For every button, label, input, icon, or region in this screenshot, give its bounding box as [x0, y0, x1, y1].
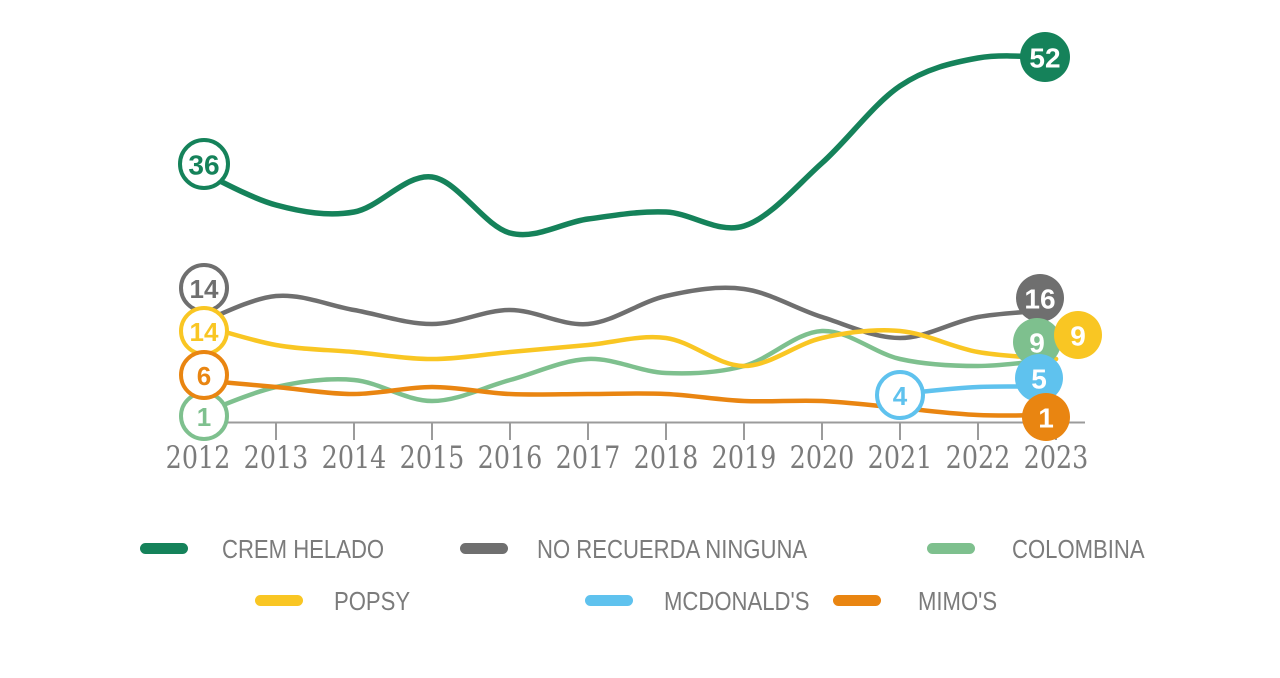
end-label-no-recuerda-ninguna-value: 16 — [1024, 284, 1055, 315]
end-label-colombina-circle — [1013, 318, 1061, 366]
end-label-mcdonald-s-value: 5 — [1031, 364, 1047, 395]
start-label-mcdonald-s-circle — [875, 370, 925, 420]
start-label-crem-helado-value: 36 — [188, 150, 219, 181]
end-label-no-recuerda-ninguna-circle — [1016, 274, 1064, 322]
end-label-popsy-circle — [1054, 311, 1102, 359]
x-axis-label: 2015 — [400, 440, 465, 476]
x-axis-label: 2022 — [946, 440, 1011, 476]
series-line-colombina — [195, 328, 1059, 418]
start-label-mcdonald-s-value: 4 — [893, 381, 908, 411]
x-axis-label: 2013 — [244, 440, 309, 476]
series-line-popsy — [195, 321, 1059, 369]
end-label-crem-helado-circle — [1020, 32, 1070, 82]
start-label-mimo-s-value: 6 — [197, 361, 211, 391]
start-label-crem-helado-circle — [178, 138, 230, 190]
x-axis-label: 2021 — [868, 440, 933, 476]
x-axis-label: 2012 — [166, 440, 231, 476]
x-axis-label: 2018 — [634, 440, 699, 476]
start-label-popsy-value: 14 — [190, 317, 219, 347]
end-label-mimo-s-value: 1 — [1038, 403, 1054, 434]
end-label-colombina-value: 9 — [1029, 328, 1045, 359]
series-line-crem-helado — [195, 53, 1059, 238]
start-label-colombina-value: 1 — [197, 402, 211, 432]
x-axis-label: 2023 — [1024, 440, 1089, 476]
end-label-popsy-value: 9 — [1070, 321, 1086, 352]
series-line-no-recuerda-ninguna — [195, 285, 1059, 341]
x-axis-label: 2016 — [478, 440, 543, 476]
start-label-no-recuerda-ninguna-value: 14 — [190, 274, 219, 304]
x-axis-label: 2017 — [556, 440, 621, 476]
end-label-crem-helado-value: 52 — [1029, 43, 1060, 74]
x-axis-label: 2019 — [712, 440, 777, 476]
x-axis-label: 2020 — [790, 440, 855, 476]
series-line-mimo-s — [195, 377, 1059, 418]
end-label-mimo-s-circle — [1022, 393, 1070, 441]
x-axis-label: 2014 — [322, 440, 387, 476]
end-label-mcdonald-s-circle — [1015, 354, 1063, 402]
start-label-mimo-s-circle — [179, 350, 229, 400]
